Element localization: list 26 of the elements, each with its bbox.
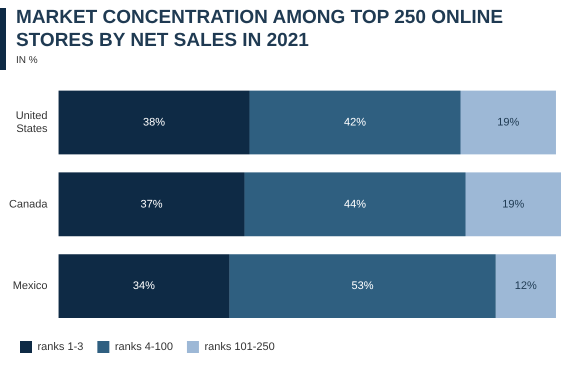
data-label: 42% (344, 116, 366, 129)
data-label: 19% (497, 116, 520, 129)
data-label: 12% (514, 280, 538, 292)
bar (496, 254, 556, 318)
data-label: 38% (142, 116, 166, 129)
data-label: 19% (502, 198, 524, 210)
y-tick-label: Canada (8, 198, 48, 210)
data-label: 53% (352, 280, 374, 292)
legend-label: ranks 4-100 (114, 341, 173, 354)
legend-label: ranks 1-3 (38, 341, 84, 354)
chart-subtitle: IN % (16, 55, 38, 66)
y-tick-label: United States (16, 110, 48, 136)
data-label: 34% (132, 280, 156, 292)
legend-label: ranks 101-250 (204, 341, 275, 354)
data-label: 37% (140, 198, 163, 210)
chart-title: MARKET CONCENTRATION AMONG TOP 250 ONLINE STORES BY NET SALES IN 2021 (16, 6, 504, 52)
bar (466, 172, 561, 236)
bar (58, 254, 230, 318)
data-label: 44% (344, 198, 366, 210)
bar (229, 254, 496, 318)
bar (58, 172, 244, 236)
bar (249, 90, 461, 154)
bar (460, 90, 556, 154)
y-tick-label: Mexico (12, 280, 48, 292)
bar (58, 90, 250, 154)
bar (244, 172, 466, 236)
